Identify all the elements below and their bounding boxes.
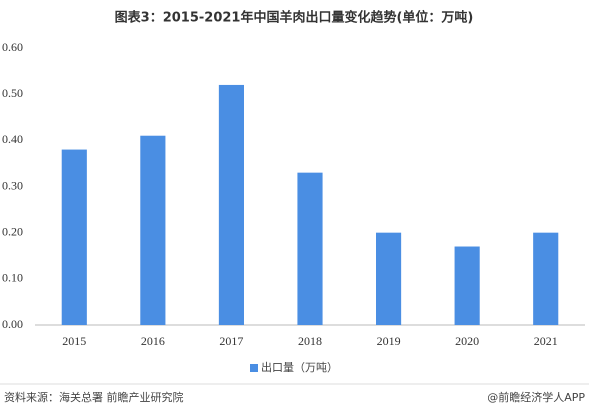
legend-swatch [250,364,258,372]
bar [140,135,166,325]
y-tick-label: 0.50 [2,86,23,100]
y-tick-label: 0.10 [2,271,23,285]
y-tick-label: 0.30 [2,178,23,192]
x-tick-label: 2015 [62,334,86,348]
bar [376,232,402,325]
source: 资料来源：海关总署 前瞻产业研究院 [4,390,184,404]
x-tick-label: 2019 [377,334,401,348]
x-tick-label: 2018 [298,334,322,348]
bar [297,172,323,325]
x-tick-label: 2016 [141,334,165,348]
x-tick-label: 2017 [219,334,243,348]
bar [61,149,87,325]
bar [533,232,559,325]
footer: @前瞻经济学人APP [487,390,585,404]
y-tick-label: 0.40 [2,132,23,146]
bar [454,246,480,325]
x-tick-label: 2020 [455,334,479,348]
bar [218,84,244,325]
chart-title: 图表3：2015-2021年中国羊肉出口量变化趋势(单位：万吨) [115,10,474,26]
legend-label: 出口量（万吨） [261,360,338,374]
y-tick-label: 0.20 [2,224,23,238]
x-tick-label: 2021 [534,334,558,348]
y-tick-label: 0.60 [2,40,23,54]
y-tick-label: 0.00 [2,317,23,331]
